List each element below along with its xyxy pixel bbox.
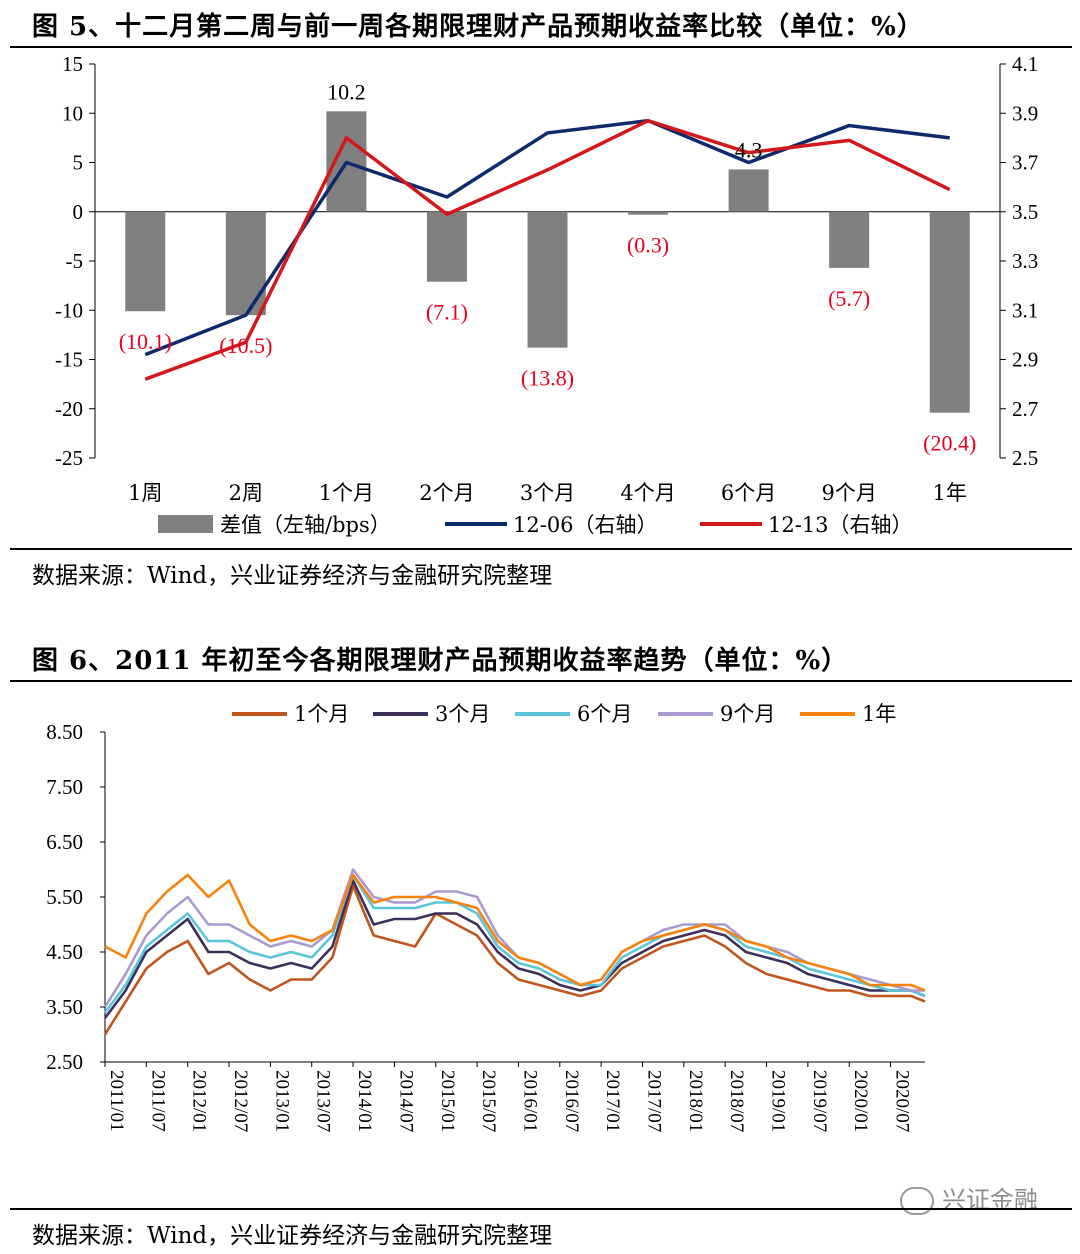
legend-label: 9个月 xyxy=(720,702,775,726)
bar xyxy=(125,211,166,312)
category-label: 3个月 xyxy=(520,481,575,505)
x-tick-label: 2016/07 xyxy=(561,1070,582,1132)
figure6-source: 数据来源：Wind，兴业证券经济与金融研究院整理 xyxy=(32,1223,553,1249)
left-tick-label: -15 xyxy=(55,348,83,372)
y-tick-label: 2.50 xyxy=(46,1050,83,1074)
y-tick-label: 3.50 xyxy=(46,995,83,1019)
x-tick-label: 2013/07 xyxy=(313,1070,334,1132)
legend-label: 1年 xyxy=(862,702,896,726)
line-series-6个月 xyxy=(103,873,926,1014)
x-tick-label: 2018/01 xyxy=(685,1070,706,1132)
bar xyxy=(628,211,669,215)
bar-data-label: 10.2 xyxy=(327,79,366,104)
figure6-title: 图 6、2011 年初至今各期限理财产品预期收益率趋势（单位：%） xyxy=(32,646,849,676)
x-tick-label: 2019/01 xyxy=(768,1070,789,1132)
x-tick-label: 2012/07 xyxy=(230,1070,251,1132)
line-series-1个月 xyxy=(103,884,926,1036)
x-tick-label: 2017/07 xyxy=(643,1070,664,1132)
category-label: 1周 xyxy=(128,481,162,505)
x-tick-label: 2013/01 xyxy=(271,1070,292,1132)
bar-data-label: 4.3 xyxy=(735,137,763,162)
legend-label: 6个月 xyxy=(577,702,632,726)
x-tick-label: 2018/07 xyxy=(726,1070,747,1132)
y-tick-label: 5.50 xyxy=(46,885,83,909)
left-tick-label: -25 xyxy=(55,446,83,470)
bar xyxy=(225,211,266,316)
left-tick-label: -5 xyxy=(66,249,84,273)
figure5-title: 图 5、十二月第二周与前一周各期限理财产品预期收益率比较（单位：%） xyxy=(32,12,924,42)
x-tick-label: 2012/01 xyxy=(189,1070,210,1132)
right-tick-label: 2.7 xyxy=(1012,397,1038,421)
x-tick-label: 2017/01 xyxy=(602,1070,623,1132)
category-label: 1年 xyxy=(933,481,967,505)
y-tick-label: 4.50 xyxy=(46,940,83,964)
category-label: 6个月 xyxy=(721,481,776,505)
x-tick-label: 2019/07 xyxy=(809,1070,830,1132)
wechat-icon xyxy=(900,1187,934,1215)
x-tick-label: 2020/01 xyxy=(850,1070,871,1132)
line-series-12-06 xyxy=(144,118,950,357)
category-label: 1个月 xyxy=(319,481,374,505)
bar-data-label: (5.7) xyxy=(828,286,870,311)
left-tick-label: 0 xyxy=(73,200,84,224)
category-label: 2周 xyxy=(229,481,263,505)
legend-label: 差值（左轴/bps） xyxy=(220,513,391,537)
left-tick-label: -20 xyxy=(55,397,83,421)
y-tick-label: 8.50 xyxy=(46,720,83,744)
line-series-12-13 xyxy=(144,118,951,381)
figure5-bottom-rule xyxy=(10,548,1072,550)
bar xyxy=(929,211,970,413)
x-tick-label: 2011/07 xyxy=(147,1070,168,1132)
figure6-top-rule xyxy=(10,680,1072,682)
figure5-top-rule xyxy=(10,46,1072,48)
right-tick-label: 4.1 xyxy=(1012,52,1038,76)
right-tick-label: 3.7 xyxy=(1012,151,1038,175)
legend-label: 12-13（右轴） xyxy=(768,513,913,537)
right-tick-label: 2.5 xyxy=(1012,446,1038,470)
x-tick-label: 2011/01 xyxy=(106,1070,127,1132)
right-tick-label: 2.9 xyxy=(1012,348,1038,372)
line-series-1年 xyxy=(104,873,926,992)
left-tick-label: -10 xyxy=(55,298,83,322)
bar-data-label: (20.4) xyxy=(923,431,976,456)
bar-data-label: (10.5) xyxy=(219,333,272,358)
bar-data-label: (7.1) xyxy=(426,300,468,325)
figure6-chart: 8.50 7.50 6.50 5.50 4.50 3.50 2.50 2011/01 2011/… xyxy=(46,702,926,1132)
left-tick-label: 5 xyxy=(73,151,84,175)
legend-label: 1个月 xyxy=(294,702,349,726)
right-tick-label: 3.3 xyxy=(1012,249,1038,273)
figure6-bottom-rule xyxy=(10,1208,1072,1210)
right-tick-label: 3.5 xyxy=(1012,200,1038,224)
bar-data-label: (13.8) xyxy=(521,366,574,391)
y-tick-label: 6.50 xyxy=(46,830,83,854)
x-tick-label: 2015/07 xyxy=(478,1070,499,1132)
right-tick-label: 3.1 xyxy=(1012,298,1038,322)
bar xyxy=(527,211,568,348)
line-series-9个月 xyxy=(103,868,925,1008)
x-tick-label: 2016/01 xyxy=(519,1070,540,1132)
category-label: 4个月 xyxy=(620,481,675,505)
left-tick-label: 10 xyxy=(62,101,83,125)
bar-data-label: (0.3) xyxy=(627,233,669,258)
category-label: 2个月 xyxy=(419,481,474,505)
legend-label: 3个月 xyxy=(435,702,490,726)
left-tick-label: 15 xyxy=(62,52,83,76)
figure5-source: 数据来源：Wind，兴业证券经济与金融研究院整理 xyxy=(32,563,553,589)
x-tick-label: 2015/01 xyxy=(437,1070,458,1132)
bar xyxy=(829,211,870,268)
line-series-3个月 xyxy=(103,879,926,1019)
right-tick-label: 3.9 xyxy=(1012,101,1038,125)
y-tick-label: 7.50 xyxy=(46,775,83,799)
x-tick-label: 2014/07 xyxy=(395,1070,416,1132)
legend-swatch-bar xyxy=(158,515,213,533)
legend-label: 12-06（右轴） xyxy=(513,513,658,537)
category-label: 9个月 xyxy=(821,481,876,505)
x-tick-label: 2014/01 xyxy=(354,1070,375,1132)
bar xyxy=(728,169,769,212)
figure5-chart: 15 10 5 0 -5 -10 -15 -20 -25 4.1 3.9 3.7 3.5 3.3 3.1 2.… xyxy=(55,52,1038,537)
bar xyxy=(426,211,467,282)
bar-data-label: (10.1) xyxy=(119,329,172,354)
x-tick-label: 2020/07 xyxy=(892,1070,913,1132)
